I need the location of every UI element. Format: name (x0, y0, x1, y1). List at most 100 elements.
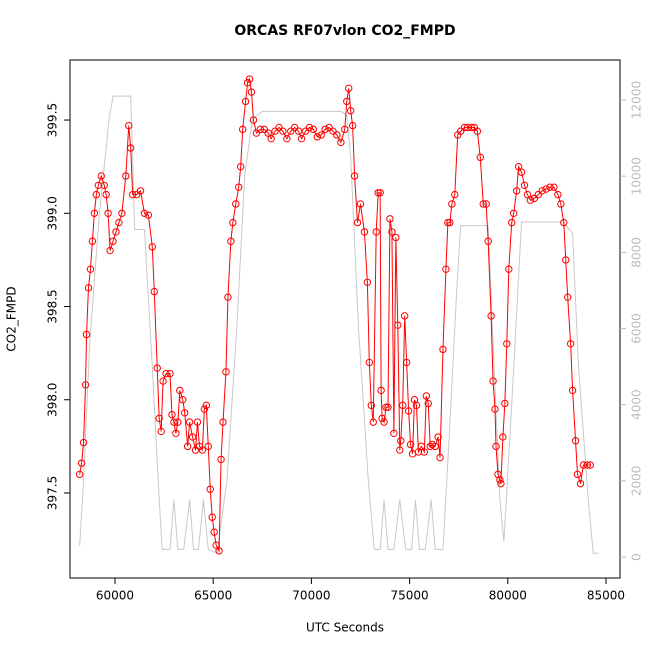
data-point (546, 183, 554, 191)
data-point (321, 125, 329, 134)
data-point (219, 418, 227, 426)
data-point (249, 116, 258, 124)
data-point (317, 131, 325, 139)
y-tick-label: 397.5 (46, 476, 60, 510)
data-point (172, 429, 180, 438)
data-point (132, 190, 141, 199)
data-point (479, 200, 487, 208)
data-point (417, 442, 426, 451)
data-point (404, 407, 413, 415)
data-point (523, 190, 532, 199)
data-point (424, 399, 432, 408)
data-point (372, 228, 380, 236)
data-point (92, 190, 101, 199)
data-point (271, 127, 279, 135)
data-point (517, 168, 526, 176)
data-point (456, 127, 465, 135)
data-point (382, 403, 390, 411)
data-point (508, 218, 516, 227)
data-point (235, 183, 243, 191)
data-point (183, 442, 192, 451)
data-point (482, 200, 490, 208)
data-point (236, 162, 245, 171)
data-point (406, 440, 415, 449)
data-point (367, 401, 375, 410)
data-point (446, 218, 454, 227)
y2-tick-label: 12000 (630, 81, 644, 119)
data-point (329, 127, 337, 135)
data-point (420, 448, 429, 456)
data-point (148, 243, 157, 251)
data-point (166, 369, 174, 378)
x-tick-label: 70000 (292, 589, 330, 603)
data-point (388, 228, 396, 236)
data-point (489, 377, 497, 385)
data-point (586, 461, 594, 469)
data-point (222, 368, 230, 376)
data-point (144, 211, 153, 219)
y2-tick-label: 6000 (630, 313, 644, 344)
data-point (353, 218, 362, 227)
data-point (150, 287, 158, 296)
data-point (227, 237, 235, 245)
data-point (348, 121, 357, 130)
data-point (202, 401, 211, 410)
data-point (560, 218, 568, 227)
data-point (360, 228, 369, 236)
data-point (402, 358, 411, 367)
data-point (376, 189, 384, 197)
data-point (384, 403, 392, 411)
plot-frame (69, 59, 621, 579)
data-point (179, 396, 187, 404)
data-point (260, 125, 268, 134)
data-point (301, 127, 310, 135)
data-point (88, 237, 97, 245)
data-point (115, 218, 123, 227)
data-point (208, 513, 216, 521)
data-point (377, 386, 385, 395)
y2-tick-label: 2000 (630, 466, 644, 497)
data-point (501, 399, 509, 408)
data-point (520, 181, 529, 190)
data-point (562, 256, 570, 264)
data-point (297, 134, 306, 143)
data-point (422, 392, 430, 400)
data-point (557, 200, 565, 208)
data-point (185, 418, 194, 426)
data-point (333, 131, 341, 139)
data-point (487, 312, 495, 320)
data-point (512, 187, 521, 195)
data-point (140, 209, 149, 217)
data-point (378, 414, 386, 423)
data-point (573, 470, 582, 479)
data-point (538, 187, 546, 195)
data-point (224, 293, 232, 301)
data-point (346, 107, 355, 115)
data-point (275, 123, 283, 132)
data-point (79, 438, 88, 447)
data-point (210, 528, 218, 536)
data-point (267, 134, 275, 143)
data-point (313, 133, 321, 141)
y-tick-label: 399.5 (46, 103, 60, 137)
data-point (188, 433, 197, 441)
data-point (256, 125, 265, 134)
data-point (444, 218, 452, 227)
data-point (345, 84, 353, 93)
data-point (86, 265, 95, 273)
data-point (484, 237, 492, 245)
data-point (279, 127, 287, 135)
y2-tick-label: 0 (630, 553, 644, 561)
data-point (200, 405, 209, 413)
data-point (496, 476, 504, 484)
data-point (467, 123, 476, 132)
y2-tick-label: 4000 (630, 389, 644, 420)
y-tick-label: 398.5 (46, 289, 60, 323)
data-point (414, 448, 423, 456)
data-point (252, 129, 261, 137)
data-point (554, 190, 562, 199)
data-point (241, 97, 250, 106)
data-point (204, 442, 212, 451)
x-tick-label: 60000 (96, 589, 134, 603)
data-point (374, 189, 382, 197)
